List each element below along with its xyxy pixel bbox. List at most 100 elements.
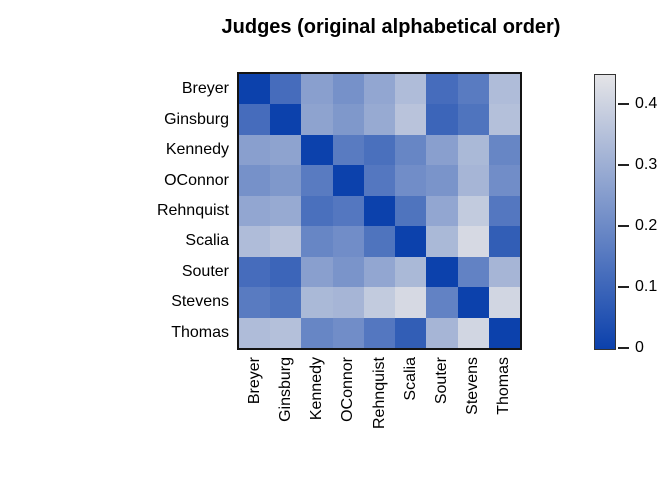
y-axis-label: Kennedy	[165, 141, 229, 159]
heatmap-cell	[488, 256, 520, 288]
x-axis-label: Souter	[432, 357, 450, 405]
heatmap-cell	[239, 226, 271, 257]
heatmap-cell	[270, 74, 302, 105]
x-axis-label: Scalia	[401, 357, 419, 401]
heatmap-cell	[239, 104, 271, 135]
heatmap-cell	[363, 104, 396, 135]
colorbar-tick-mark	[618, 286, 629, 289]
heatmap-cell	[426, 104, 458, 135]
heatmap-cell	[488, 165, 520, 196]
heatmap-cell	[270, 104, 302, 135]
heatmap-cell	[332, 256, 364, 288]
heatmap-cell	[270, 226, 302, 257]
heatmap-cell	[363, 287, 396, 318]
heatmap-cell	[332, 165, 364, 196]
heatmap-cell	[488, 74, 520, 105]
heatmap-cell	[363, 134, 396, 166]
heatmap-cell	[395, 104, 427, 135]
heatmap-cell	[363, 256, 396, 288]
colorbar-tick-mark	[618, 164, 629, 167]
heatmap-cell	[457, 165, 489, 196]
heatmap-cell	[301, 165, 333, 196]
heatmap-cell	[457, 317, 489, 348]
heatmap-cell	[426, 74, 458, 105]
heatmap-cell	[457, 195, 489, 227]
heatmap-cell	[457, 226, 489, 257]
heatmap-cell	[239, 287, 271, 318]
heatmap-cell	[363, 165, 396, 196]
heatmap-cell	[395, 195, 427, 227]
y-axis-label: Scalia	[185, 232, 229, 250]
y-axis-label: Ginsburg	[164, 110, 229, 128]
heatmap-cell	[239, 317, 271, 348]
heatmap-cell	[301, 317, 333, 348]
heatmap-cell	[426, 134, 458, 166]
chart-title: Judges (original alphabetical order)	[221, 16, 561, 38]
heatmap-cell	[457, 134, 489, 166]
y-axis-label: Breyer	[181, 80, 229, 98]
colorbar-tick-mark	[618, 225, 629, 228]
heatmap-cell	[363, 74, 396, 105]
heatmap-cell	[332, 74, 364, 105]
heatmap-cell	[239, 74, 271, 105]
y-axis-label: Souter	[181, 262, 229, 280]
heatmap-cell	[301, 195, 333, 227]
heatmap-cell	[270, 195, 302, 227]
heatmap-cell	[426, 256, 458, 288]
heatmap-cell	[301, 256, 333, 288]
heatmap-cell	[457, 74, 489, 105]
colorbar-tick-label: 0.1	[635, 278, 658, 296]
heatmap-cell	[488, 317, 520, 348]
heatmap-cell	[488, 134, 520, 166]
heatmap-cell	[426, 317, 458, 348]
heatmap-cell	[395, 74, 427, 105]
colorbar-tick-mark	[618, 103, 629, 106]
heatmap-grid	[239, 74, 520, 348]
x-axis-label: Ginsburg	[276, 357, 294, 422]
heatmap-cell	[332, 287, 364, 318]
heatmap-cell	[301, 104, 333, 135]
heatmap-cell	[301, 74, 333, 105]
heatmap-cell	[270, 134, 302, 166]
heatmap-cell	[395, 226, 427, 257]
x-axis-label: Thomas	[495, 357, 513, 415]
heatmap-cell	[395, 287, 427, 318]
heatmap-cell	[488, 287, 520, 318]
heatmap-cell	[457, 256, 489, 288]
y-axis-label: Stevens	[171, 293, 229, 311]
colorbar-tick-label: 0.2	[635, 217, 658, 235]
heatmap-cell	[332, 134, 364, 166]
x-axis-label: OConnor	[339, 357, 357, 422]
heatmap-cell	[301, 226, 333, 257]
colorbar-tick-label: 0.3	[635, 156, 658, 174]
x-axis-label: Stevens	[464, 357, 482, 415]
heatmap-cell	[332, 317, 364, 348]
heatmap-cell	[239, 256, 271, 288]
heatmap-cell	[332, 195, 364, 227]
y-axis-label: Rehnquist	[156, 202, 229, 219]
y-axis-label: Thomas	[171, 323, 229, 341]
x-axis-label: Rehnquist	[370, 357, 388, 430]
heatmap-cell	[426, 195, 458, 227]
heatmap-cell	[270, 317, 302, 348]
heatmap-cell	[239, 165, 271, 196]
heatmap-cell	[426, 226, 458, 257]
heatmap-cell	[270, 256, 302, 288]
colorbar-tick-label: 0	[635, 339, 644, 356]
heatmap-cell	[239, 195, 271, 227]
heatmap-cell	[395, 134, 427, 166]
colorbar-tick-label: 0.4	[635, 95, 658, 113]
heatmap-cell	[457, 287, 489, 318]
heatmap-cell	[488, 195, 520, 227]
x-axis-label: Kennedy	[308, 357, 326, 421]
y-axis-label: OConnor	[164, 171, 229, 189]
colorbar	[594, 74, 616, 350]
heatmap-cell	[332, 226, 364, 257]
heatmap-cell	[426, 165, 458, 196]
heatmap-cell	[332, 104, 364, 135]
heatmap-cell	[363, 317, 396, 348]
heatmap-cell	[426, 287, 458, 318]
heatmap-cell	[270, 287, 302, 318]
heatmap-cell	[488, 226, 520, 257]
